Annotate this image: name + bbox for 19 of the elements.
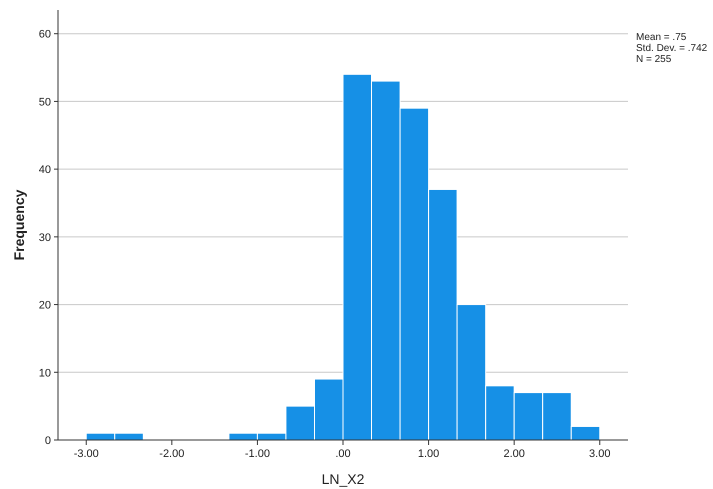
y-tick-label: 10	[38, 367, 51, 380]
y-tick-label: 50	[38, 96, 51, 108]
x-tick-label: -3.00	[74, 448, 99, 460]
y-tick-label: 20	[38, 300, 51, 312]
y-tick-label: 0	[44, 435, 51, 447]
x-axis-title: LN_X2	[322, 471, 365, 487]
x-tick-label: 2.00	[503, 448, 525, 460]
y-tick-label: 30	[38, 232, 51, 244]
text: N = 255	[636, 54, 672, 65]
x-tick-label: -1.00	[244, 448, 270, 460]
y-tick-label: 60	[38, 28, 51, 41]
y-tick-label: 40	[38, 164, 51, 176]
x-tick-label: 1.00	[418, 448, 440, 460]
x-tick-label: .00	[335, 448, 351, 460]
x-tick-label: -2.00	[159, 448, 184, 460]
text: Mean = .75	[636, 32, 687, 43]
x-tick-label: 3.00	[589, 448, 610, 460]
text: Std. Dev. = .742	[636, 43, 708, 54]
y-axis-title: Frequency	[11, 189, 27, 260]
